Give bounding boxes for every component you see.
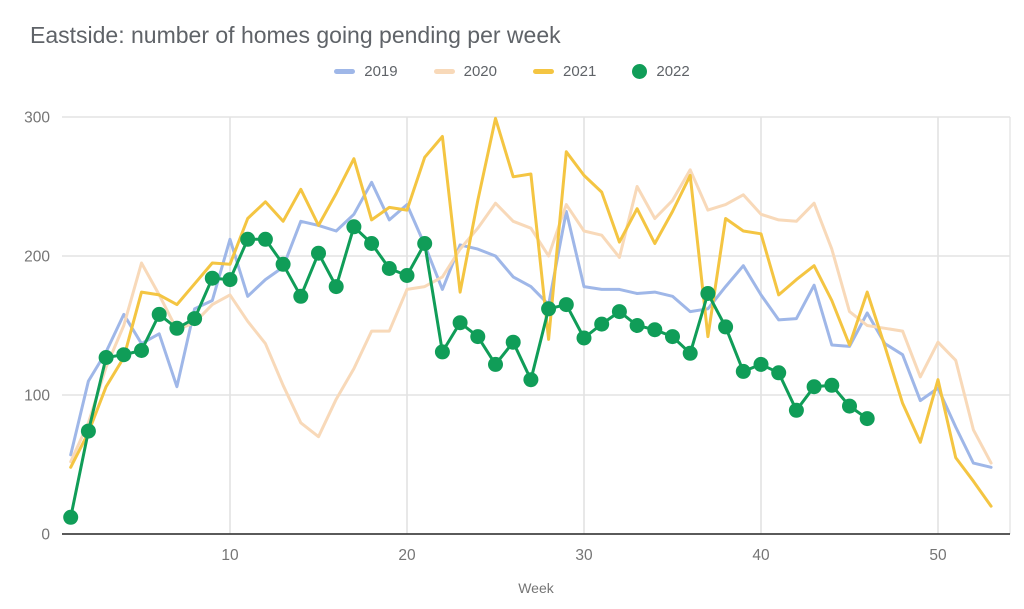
series-2022-point-week-2[interactable] (80, 423, 96, 439)
series-2022-point-week-6[interactable] (151, 306, 167, 322)
x-tick-label-30: 30 (575, 547, 593, 564)
legend-dot-swatch-2022-icon (632, 64, 648, 79)
series-2022-point-week-34[interactable] (647, 322, 663, 338)
series-2019-line[interactable] (69, 180, 993, 469)
series-2020-line[interactable] (69, 168, 993, 465)
series-2022-point-week-12[interactable] (257, 231, 273, 247)
y-tick-label-100: 100 (24, 388, 50, 405)
series-2022-point-week-24[interactable] (470, 329, 486, 345)
series-2022-point-week-40[interactable] (753, 356, 769, 372)
series-2022-point-week-3[interactable] (98, 350, 114, 365)
series-2022-point-week-26[interactable] (505, 334, 521, 350)
legend-item-2021[interactable]: 2021 (533, 63, 596, 80)
series-2022-point-week-8[interactable] (187, 311, 203, 327)
series-2022-point-week-28[interactable] (541, 301, 557, 317)
y-tick-label-200: 200 (24, 249, 50, 266)
series-2022-point-week-39[interactable] (735, 363, 751, 379)
legend-item-2022[interactable]: 2022 (632, 63, 690, 80)
x-tick-label-10: 10 (221, 547, 239, 564)
series-2022-point-week-46[interactable] (859, 411, 875, 427)
legend-label-2019: 2019 (364, 63, 398, 80)
y-tick-label-300: 300 (24, 110, 50, 127)
series-2022-point-week-43[interactable] (806, 379, 822, 395)
series-2022-point-week-42[interactable] (788, 402, 804, 418)
legend-line-swatch-2021-icon (533, 69, 554, 74)
series-2022-point-week-37[interactable] (700, 286, 716, 301)
series-2022-point-week-4[interactable] (116, 347, 132, 363)
series-2022-point-week-29[interactable] (558, 297, 574, 313)
series-2022-point-week-19[interactable] (381, 261, 397, 276)
series-2022-point-week-5[interactable] (134, 343, 149, 358)
legend-label-2021: 2021 (563, 63, 597, 80)
x-tick-label-40: 40 (752, 547, 770, 564)
series-2022-point-week-36[interactable] (682, 345, 698, 361)
series-2022-point-week-25[interactable] (488, 356, 503, 372)
legend-item-2020[interactable]: 2020 (433, 63, 497, 80)
legend-label-2022: 2022 (656, 63, 690, 80)
series-2022-point-week-9[interactable] (204, 270, 220, 286)
x-tick-label-20: 20 (398, 547, 416, 564)
series-2022-point-week-21[interactable] (417, 236, 433, 251)
series-2022-point-week-18[interactable] (364, 236, 380, 251)
series-2022-point-week-11[interactable] (240, 231, 256, 247)
series-2022-point-week-13[interactable] (275, 256, 291, 272)
x-tick-label-50: 50 (929, 547, 947, 564)
series-2022-point-week-17[interactable] (346, 219, 362, 235)
series-2022-point-week-7[interactable] (169, 320, 185, 336)
series-2022-point-week-41[interactable] (771, 365, 787, 381)
x-axis-title: Week (518, 580, 554, 596)
series-2022-point-week-35[interactable] (665, 329, 680, 345)
series-2022-point-week-10[interactable] (222, 272, 238, 288)
series-2022-point-week-44[interactable] (824, 377, 840, 393)
legend-label-2020: 2020 (463, 63, 497, 80)
series-2022-point-week-22[interactable] (434, 344, 450, 360)
chart-title: Eastside: number of homes going pending … (30, 22, 561, 48)
legend-item-2019[interactable]: 2019 (334, 63, 398, 80)
series-2022-point-week-23[interactable] (452, 315, 468, 331)
series-2022-point-week-38[interactable] (718, 319, 734, 335)
series-2022-point-week-14[interactable] (293, 288, 309, 304)
y-tick-label-0: 0 (41, 527, 50, 544)
series-2022-point-week-45[interactable] (842, 398, 857, 414)
series-2021-line[interactable] (69, 116, 993, 508)
series-2022-point-week-27[interactable] (523, 372, 539, 388)
chart-legend: 2019 2020 2021 2022 (0, 63, 1024, 80)
legend-line-swatch-2020-icon (433, 69, 455, 74)
legend-line-swatch-2019-icon (334, 69, 356, 74)
series-2022-point-week-32[interactable] (611, 304, 627, 320)
series-2022-line[interactable] (69, 225, 869, 519)
series-2022-point-week-31[interactable] (594, 316, 610, 332)
series-2022-point-week-20[interactable] (399, 268, 415, 283)
series-2022-point-week-30[interactable] (576, 330, 592, 346)
series-2022-point-week-33[interactable] (629, 318, 645, 333)
series-2022-point-week-16[interactable] (328, 279, 344, 295)
series-2022-point-week-1[interactable] (63, 509, 79, 525)
series-2022-point-week-15[interactable] (311, 245, 326, 261)
